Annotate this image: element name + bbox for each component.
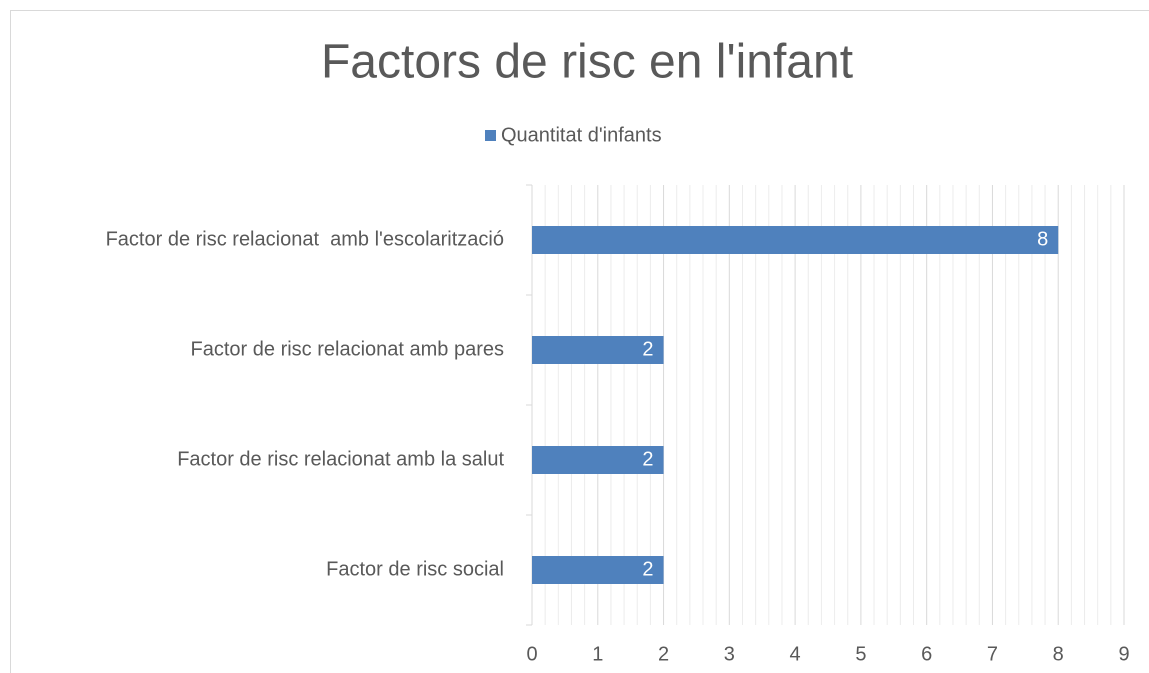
x-tick-label: 4 [790,643,801,665]
data-label: 2 [642,338,653,360]
x-tick-label: 3 [724,643,735,665]
legend-swatch [485,130,496,141]
bar [532,226,1059,254]
x-tick-label: 0 [526,643,537,665]
x-tick-label: 5 [855,643,866,665]
bar [532,446,664,474]
x-tick-label: 2 [658,643,669,665]
x-tick-label: 1 [592,643,603,665]
data-label: 2 [642,558,653,580]
y-tick-label: Factor de risc relacionat amb pares [191,338,504,360]
y-tick-label: Factor de risc relacionat amb l'escolari… [106,228,504,250]
legend-label: Quantitat d'infants [501,124,662,146]
x-tick-label: 6 [921,643,932,665]
data-label: 8 [1037,228,1048,250]
bar [532,336,664,364]
y-tick-label: Factor de risc relacionat amb la salut [177,448,504,470]
x-tick-label: 8 [1053,643,1064,665]
chart-title: Factors de risc en l'infant [321,36,853,89]
x-tick-label: 7 [987,643,998,665]
x-tick-label: 9 [1118,643,1129,665]
data-label: 2 [642,448,653,470]
bar [532,556,664,584]
y-tick-label: Factor de risc social [326,558,504,580]
